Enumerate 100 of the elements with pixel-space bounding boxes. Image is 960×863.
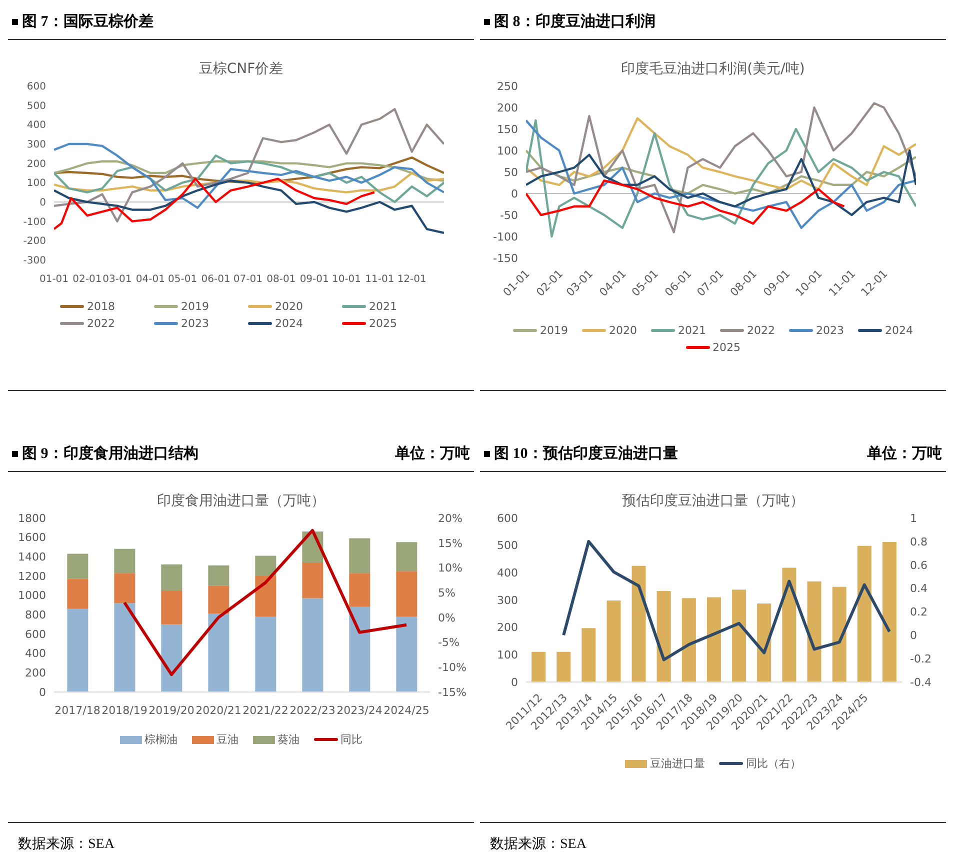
- bar: [161, 564, 182, 590]
- bar: [732, 590, 746, 682]
- y2-tick-label: 0: [910, 629, 917, 642]
- y-tick-label: 250: [497, 80, 518, 93]
- bar: [606, 600, 621, 682]
- y-tick-label: 100: [497, 144, 518, 158]
- text: 单位：万吨: [867, 444, 942, 463]
- bar: [349, 538, 370, 574]
- x-tick-label: 02-01: [72, 274, 102, 285]
- source-note: 数据来源：SEA: [18, 836, 116, 853]
- bar: [532, 652, 546, 682]
- y-tick-label: 400: [26, 120, 46, 132]
- line-series: [526, 180, 846, 225]
- y2-tick-label: -10%: [438, 661, 466, 674]
- y2-tick-label: 5%: [438, 586, 456, 600]
- bar: [255, 556, 276, 576]
- y2-tick-label: 0.2: [910, 606, 928, 619]
- legend-label: 同比（右）: [746, 756, 801, 771]
- line-series: [54, 160, 444, 182]
- legend-label: 2021: [678, 324, 706, 337]
- y-tick-label: 1200: [18, 570, 46, 583]
- legend-label: 棕榈油: [144, 732, 178, 747]
- y-tick-label: -300: [23, 256, 46, 267]
- y-tick-label: 200: [497, 621, 518, 634]
- legend-label: 2023: [816, 324, 844, 337]
- bar: [67, 608, 88, 692]
- y-tick-label: -50: [500, 208, 518, 222]
- bar: [161, 590, 182, 624]
- x-tick-label: 2024/25: [384, 704, 430, 717]
- line-series: [54, 142, 444, 209]
- bar: [67, 578, 88, 609]
- legend-label: 2022: [87, 317, 115, 330]
- y-tick-label: 600: [26, 82, 46, 93]
- line-series: [54, 108, 444, 222]
- x-tick-label: 2017/18: [54, 704, 100, 717]
- legend-label: 2022: [747, 324, 775, 337]
- legend-label: 葵油: [278, 732, 300, 747]
- x-tick-label: 2018/19: [102, 704, 148, 717]
- x-tick-label: 01-01: [39, 274, 69, 285]
- bar: [706, 597, 721, 682]
- x-tick-label: 07-01: [233, 274, 262, 285]
- x-tick-label: 11-01: [365, 274, 394, 285]
- y-tick-label: 1400: [18, 550, 46, 564]
- bar: [782, 568, 796, 682]
- chart-title: 图 10：预估印度豆油进口量: [494, 444, 678, 463]
- y2-tick-label: -0.2: [910, 652, 932, 666]
- y-tick-label: 1000: [18, 589, 46, 602]
- legend-label: 2025: [369, 317, 397, 330]
- text: 单位：万吨: [395, 444, 470, 463]
- line-series: [526, 149, 916, 195]
- bar: [208, 565, 230, 586]
- chart-subtitle: 印度毛豆油进口利润(美元/吨): [620, 60, 806, 78]
- x-tick-label: 2020/21: [196, 704, 242, 717]
- line-series: [562, 540, 891, 662]
- bar: [396, 616, 418, 692]
- bar: [208, 614, 230, 692]
- y-tick-label: -100: [23, 216, 46, 228]
- bar: [656, 590, 671, 682]
- y-tick-label: 100: [497, 648, 518, 662]
- legend-label: 豆油: [216, 732, 238, 747]
- y2-tick-label: -0.4: [910, 676, 932, 689]
- bar: [349, 606, 370, 692]
- chart-title: 图 9：印度食用油进口结构: [22, 444, 198, 463]
- x-tick-label: 12-01: [397, 274, 426, 285]
- y-tick-label: 150: [497, 122, 518, 136]
- y-tick-label: 0: [40, 198, 46, 209]
- legend-label: 2019: [181, 300, 209, 313]
- y-tick-label: 200: [497, 101, 518, 114]
- y-tick-label: 200: [25, 666, 46, 680]
- y2-tick-label: 0%: [438, 611, 456, 624]
- x-tick-label: 2019/20: [148, 704, 194, 717]
- chart-title: 图 7：国际豆棕价差: [22, 12, 154, 31]
- bar: [255, 576, 276, 617]
- y-tick-label: -100: [493, 230, 518, 244]
- y-tick-label: 100: [26, 178, 46, 190]
- y-tick-label: 0: [511, 676, 518, 689]
- chart-subtitle: 预估印度豆油进口量（万吨）: [621, 492, 805, 510]
- y-tick-label: -150: [493, 252, 518, 265]
- y-tick-label: 300: [26, 140, 46, 151]
- bar: [682, 598, 696, 682]
- legend-label: 2025: [712, 341, 740, 354]
- y-tick-label: -200: [23, 236, 46, 248]
- legend-label: 2024: [275, 317, 303, 330]
- line-series: [54, 172, 444, 194]
- y2-tick-label: 1: [910, 512, 917, 525]
- y2-tick-label: 20%: [438, 512, 462, 525]
- y-tick-label: 0: [39, 686, 46, 699]
- y-tick-label: 1800: [18, 512, 46, 525]
- y2-tick-label: 15%: [438, 536, 462, 550]
- line-series: [526, 149, 916, 216]
- bar: [757, 604, 772, 682]
- bar: [882, 542, 896, 682]
- bar: [255, 616, 276, 692]
- legend-label: 豆油进口量: [650, 756, 705, 771]
- x-tick-label: 03-01: [102, 274, 132, 285]
- legend-label: 同比: [340, 732, 362, 747]
- y-tick-label: 50: [504, 166, 518, 179]
- bar: [114, 603, 136, 692]
- x-tick-label: 05-01: [168, 274, 198, 285]
- bar: [832, 586, 846, 682]
